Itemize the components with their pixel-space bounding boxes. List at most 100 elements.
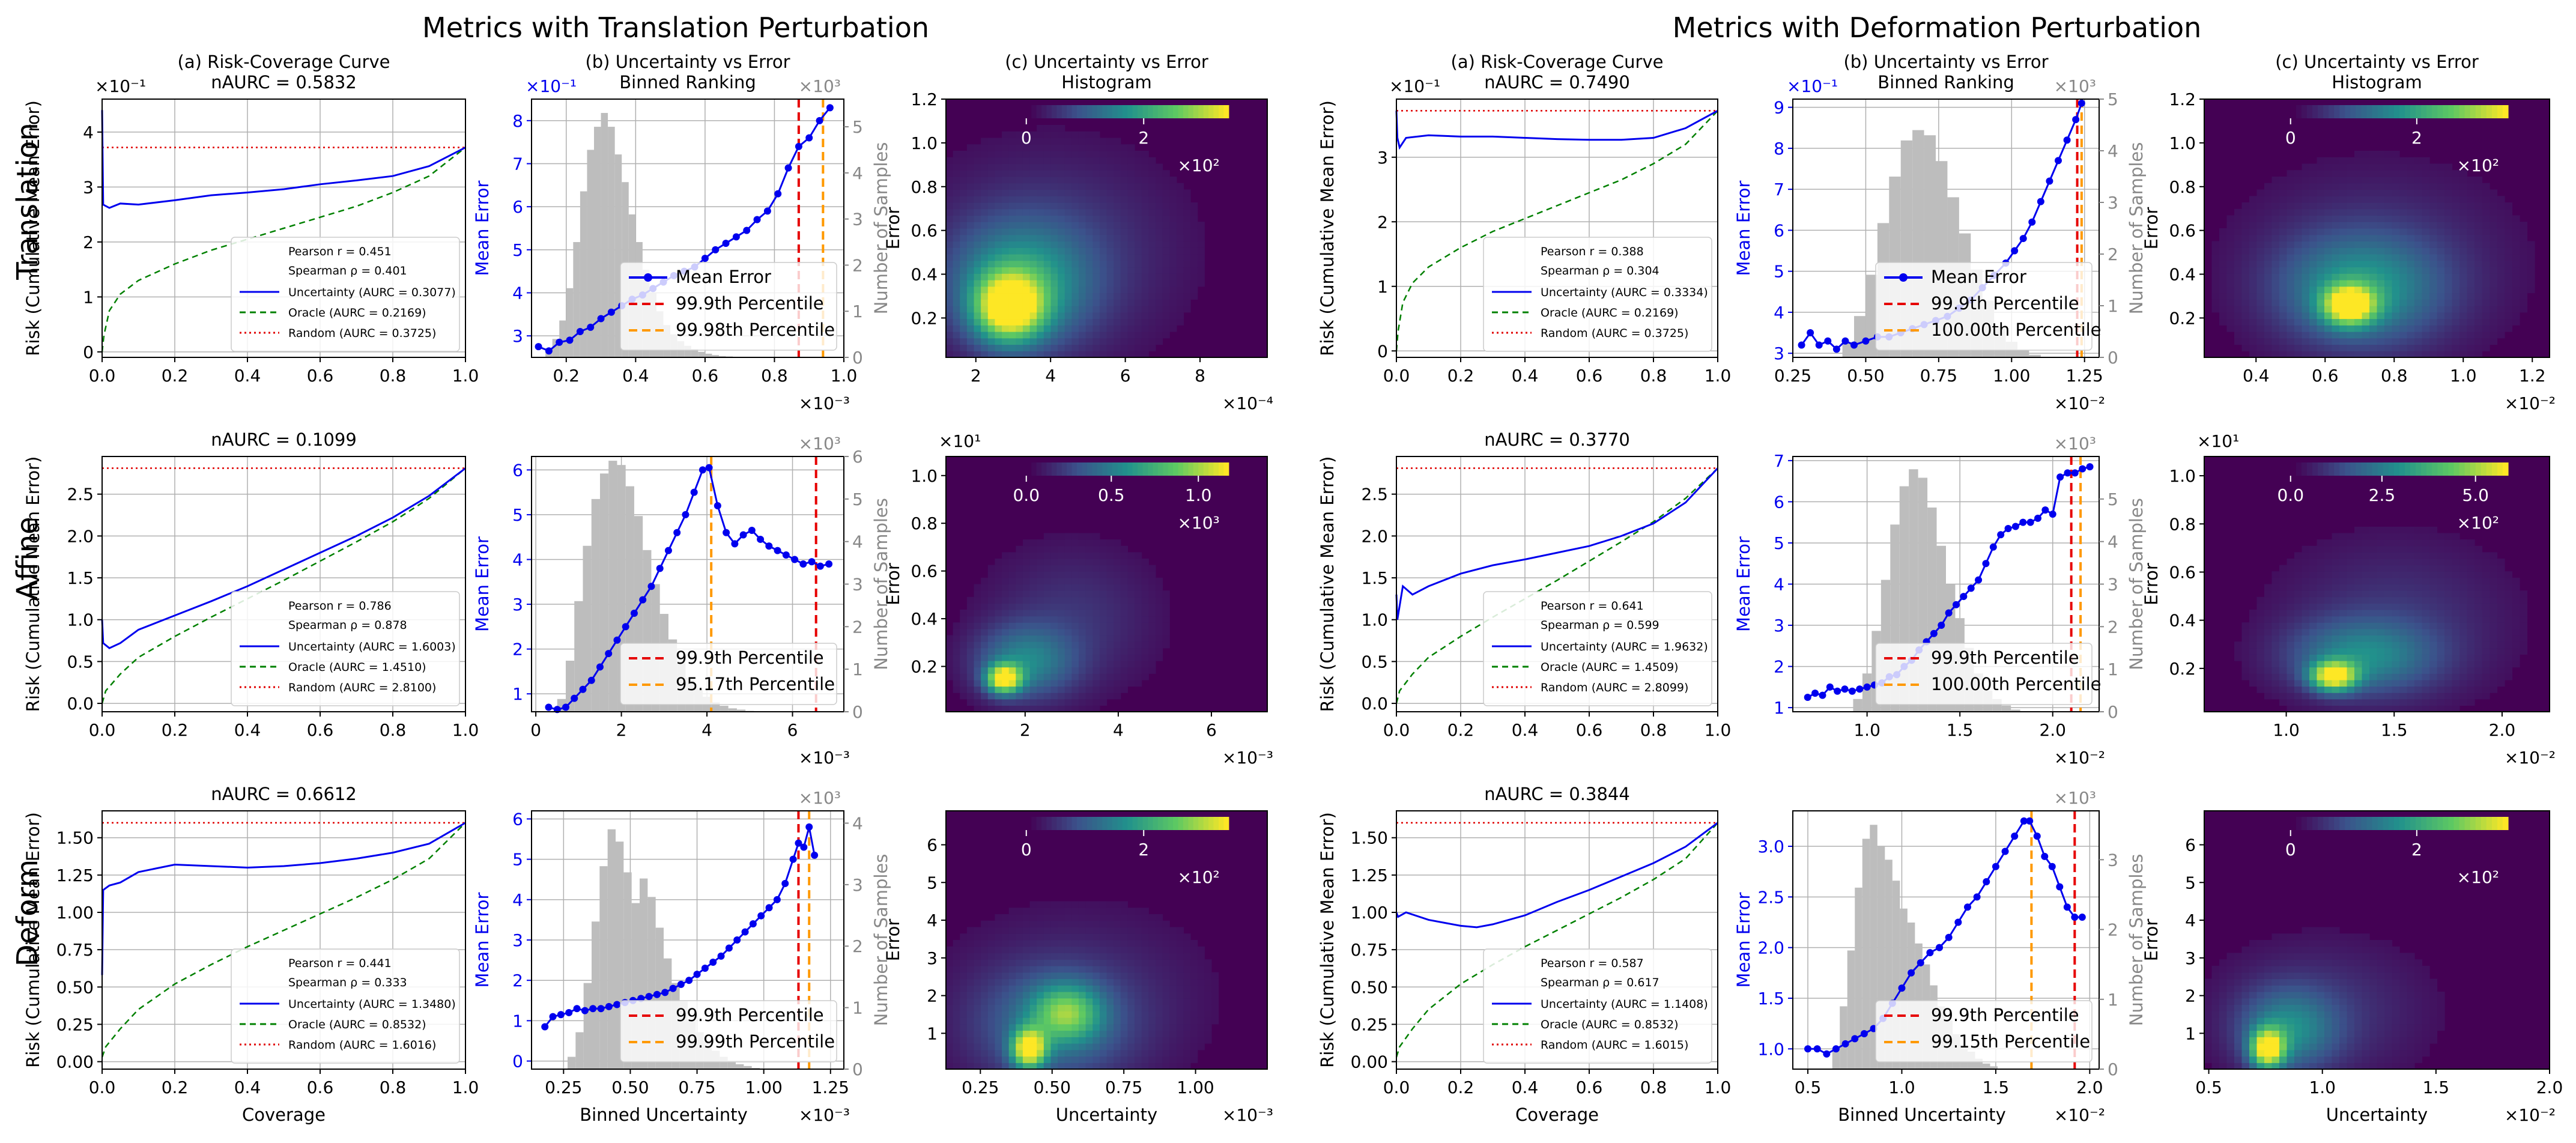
heatmap-cell xyxy=(2459,177,2468,184)
y-tick-label: 1.2 xyxy=(2169,89,2196,109)
heatmap-cell xyxy=(966,157,975,165)
legend-entry: 95.17th Percentile xyxy=(676,674,835,694)
heatmap-cell xyxy=(960,654,968,661)
heatmap-cell xyxy=(2271,299,2280,306)
x-tick-label: 1.2 xyxy=(2519,366,2546,386)
heatmap-cell xyxy=(2459,571,2468,578)
heatmap-cell xyxy=(2452,622,2460,629)
heatmap-cell xyxy=(1093,241,1100,248)
y2-tick-label: 1 xyxy=(852,302,863,321)
heatmap-cell xyxy=(987,351,996,358)
heatmap-cell xyxy=(1106,177,1114,184)
colorbar-segment xyxy=(2361,462,2368,476)
heatmap-cell xyxy=(2384,654,2393,661)
heatmap-cell xyxy=(2339,622,2348,629)
colorbar-segment xyxy=(2393,105,2400,118)
heatmap-cell xyxy=(987,647,996,655)
heatmap-cell xyxy=(2422,654,2430,661)
heatmap-cell xyxy=(2324,584,2333,591)
heatmap-cell xyxy=(1085,545,1093,553)
heatmap-cell xyxy=(2407,577,2415,585)
heatmap-cell xyxy=(1064,344,1072,351)
heatmap-cell xyxy=(1106,151,1114,158)
y-axis-label: Error xyxy=(883,563,903,605)
heatmap-cell xyxy=(1190,273,1198,280)
heatmap-cell xyxy=(2467,299,2475,306)
heatmap-cell xyxy=(2407,526,2415,534)
heatmap-cell xyxy=(2294,647,2303,655)
heatmap-cell xyxy=(2422,533,2430,540)
heatmap-cell xyxy=(1064,151,1072,158)
heatmap-cell xyxy=(1169,306,1177,313)
heatmap-cell xyxy=(1008,596,1016,604)
heatmap-cell xyxy=(1002,177,1010,184)
heatmap-cell xyxy=(2264,299,2273,306)
heatmap-cell xyxy=(2294,596,2303,604)
heatmap-cell xyxy=(2354,157,2363,165)
heatmap-cell xyxy=(2497,247,2505,255)
heatmap-cell xyxy=(1016,267,1023,274)
heatmap-cell xyxy=(1120,286,1128,294)
heatmap-cell xyxy=(981,157,989,165)
heatmap-cell xyxy=(966,286,975,294)
heatmap-cell xyxy=(981,163,989,171)
heatmap-cell xyxy=(1106,679,1114,687)
heatmap-cell xyxy=(2377,610,2385,617)
heatmap-cell xyxy=(1029,267,1037,274)
heatmap-cell xyxy=(1029,667,1037,674)
heatmap-cell xyxy=(2279,183,2288,190)
heatmap-cell xyxy=(1127,208,1135,216)
heatmap-cell xyxy=(1106,312,1114,320)
legend-oracle: Oracle (AURC = 1.4510) xyxy=(288,661,426,674)
heatmap-cell xyxy=(1050,577,1058,585)
colorbar-segment xyxy=(2470,105,2476,118)
heatmap-cell xyxy=(2369,635,2378,642)
heatmap-cell xyxy=(2369,228,2378,235)
x-tick-label: 0.0 xyxy=(1383,366,1410,386)
heatmap-cell xyxy=(2467,318,2475,326)
heatmap-cell xyxy=(2407,273,2415,280)
heatmap-cell xyxy=(2459,260,2468,268)
heatmap-cell xyxy=(2437,603,2445,610)
heatmap-cell xyxy=(2302,202,2310,210)
heatmap-cell xyxy=(987,596,996,604)
heatmap-cell xyxy=(2264,673,2273,681)
heatmap-cell xyxy=(953,151,960,158)
heatmap-cell xyxy=(1162,312,1170,320)
heatmap-cell xyxy=(2362,177,2370,184)
heatmap-cell xyxy=(2414,299,2423,306)
heatmap-cell xyxy=(1002,254,1010,261)
heatmap-cell xyxy=(1058,338,1065,345)
heatmap-cell xyxy=(2377,679,2385,687)
heatmap-cell xyxy=(2392,539,2400,547)
heatmap-cell xyxy=(1050,603,1058,610)
heatmap-cell xyxy=(1078,679,1086,687)
heatmap-cell xyxy=(2302,325,2310,332)
heatmap-cell xyxy=(2271,673,2280,681)
mean-error-point xyxy=(2037,198,2044,205)
heatmap-cell xyxy=(1141,661,1149,668)
heatmap-cell xyxy=(2512,312,2520,320)
heatmap-cell xyxy=(2377,693,2385,700)
heatmap-cell xyxy=(1043,610,1052,617)
heatmap-cell xyxy=(2452,596,2460,604)
heatmap-cell xyxy=(1085,170,1093,177)
heatmap-cell xyxy=(960,293,968,300)
heatmap-cell xyxy=(981,293,989,300)
heatmap-cell xyxy=(995,306,1002,313)
heatmap-cell xyxy=(2377,286,2385,294)
heatmap-cell xyxy=(1037,312,1044,320)
heatmap-cell xyxy=(2505,202,2513,210)
heatmap-cell xyxy=(1169,318,1177,326)
heatmap-cell xyxy=(1155,286,1163,294)
heatmap-cell xyxy=(2384,661,2393,668)
heatmap-cell xyxy=(2347,699,2355,706)
heatmap-cell xyxy=(1058,661,1065,668)
heatmap-cell xyxy=(2264,686,2273,693)
legend-uncertainty: Uncertainty (AURC = 1.6003) xyxy=(288,640,456,653)
mean-error-point xyxy=(1798,341,1805,349)
heatmap-cell xyxy=(2332,202,2340,210)
heatmap-cell xyxy=(2429,628,2438,636)
heatmap-cell xyxy=(987,267,996,274)
mean-error-point xyxy=(748,527,756,535)
